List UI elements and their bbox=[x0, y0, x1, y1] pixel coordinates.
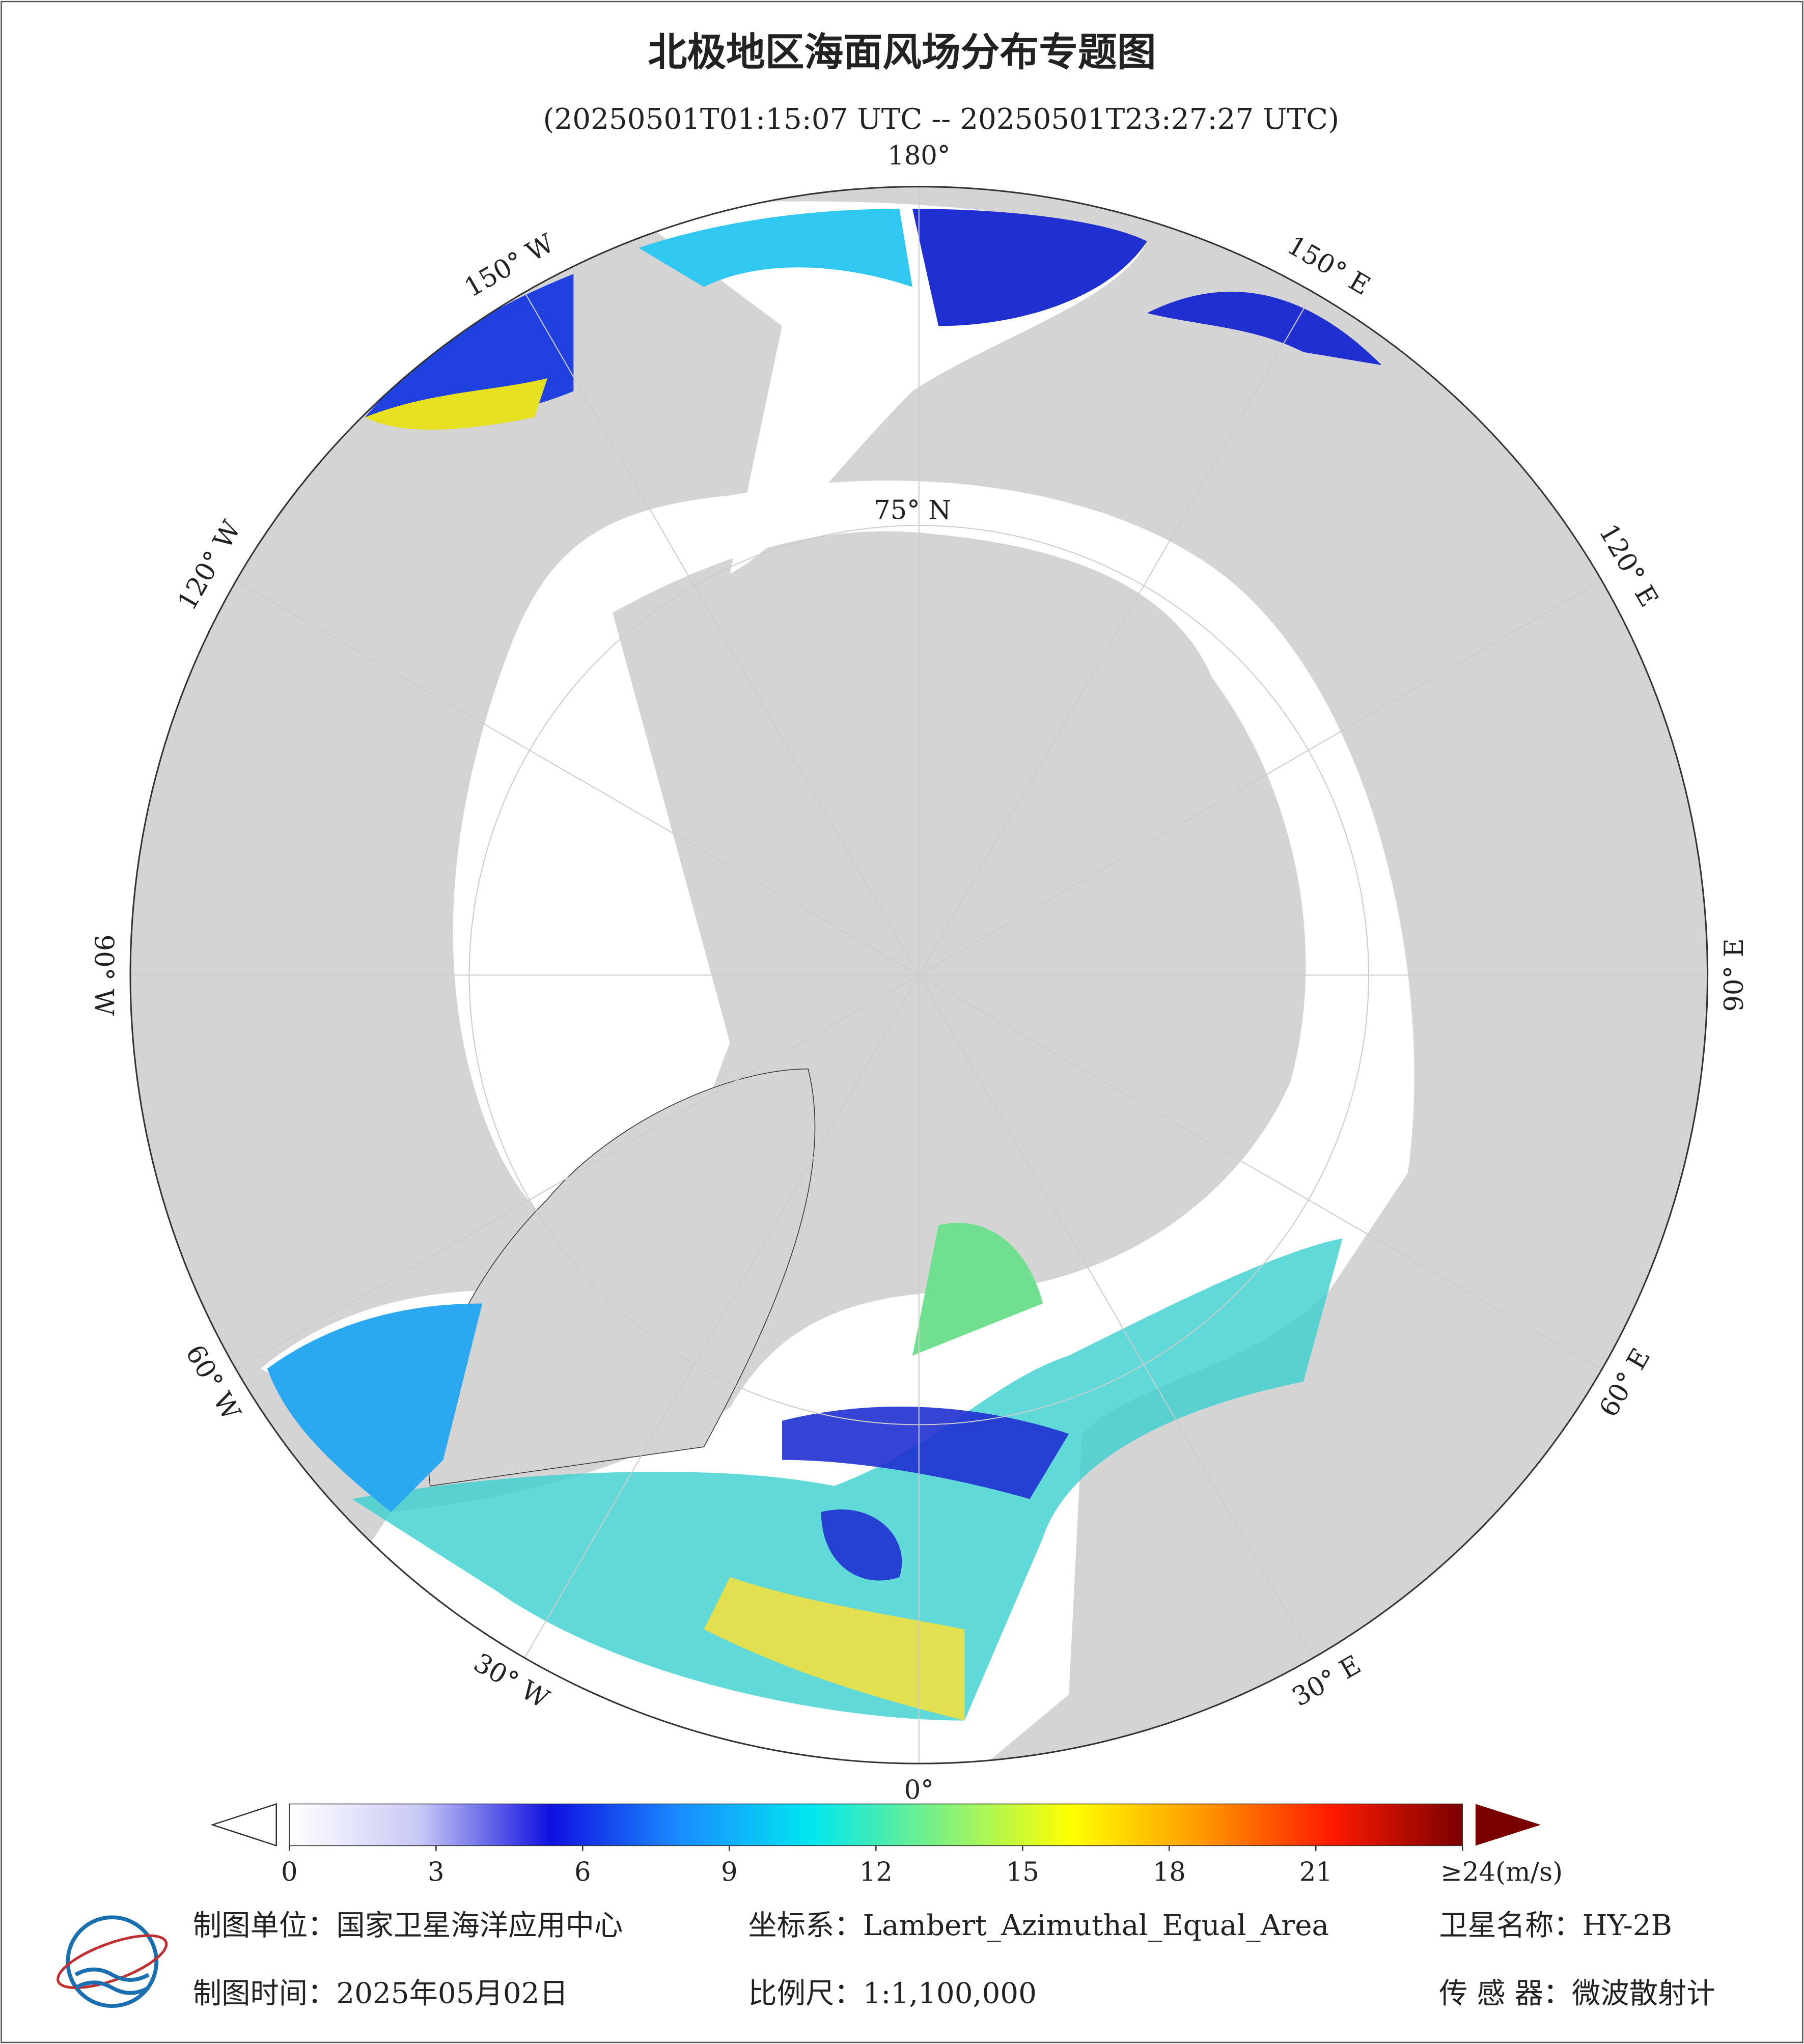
wind-field bbox=[267, 1303, 483, 1513]
colorbar-tick-label: 9 bbox=[721, 1857, 738, 1888]
map-border bbox=[129, 186, 1709, 1765]
colorbar: 0 3 6 9 12 15 18 21 ≥24(m/s) bbox=[210, 1803, 1563, 1888]
parallel-label: 75° N bbox=[874, 495, 951, 526]
meridian bbox=[235, 580, 920, 976]
map bbox=[130, 186, 1708, 1764]
colorbar-tick-label: ≥24(m/s) bbox=[1440, 1857, 1563, 1888]
subtitle: (20250501T01:15:07 UTC -- 20250501T23:27… bbox=[543, 103, 1340, 136]
colorbar-tick-label: 3 bbox=[428, 1857, 445, 1888]
meridian bbox=[918, 292, 1314, 975]
wind-field bbox=[782, 1406, 1069, 1581]
footer-date: 制图时间：2025年05月02日 bbox=[193, 1977, 568, 2010]
wind-field bbox=[352, 1238, 1343, 1721]
wind-field bbox=[1147, 291, 1382, 366]
meridian bbox=[918, 974, 1314, 1659]
footer-crs: 坐标系：Lambert_Azimuthal_Equal_Area bbox=[748, 1909, 1329, 1942]
colorbar-under bbox=[210, 1803, 277, 1847]
colorbar-tick-label: 6 bbox=[574, 1857, 591, 1888]
meridian-label: 180° bbox=[887, 141, 950, 171]
footer-scale: 比例尺：1:1,100,000 bbox=[748, 1977, 1037, 2010]
meridian bbox=[919, 974, 1602, 1370]
colorbar-tick-label: 18 bbox=[1153, 1857, 1186, 1888]
colorbar-body bbox=[289, 1803, 1463, 1846]
meridian bbox=[524, 292, 920, 975]
greenland bbox=[428, 1068, 816, 1487]
meridian bbox=[235, 974, 920, 1370]
footer-unit: 制图单位：国家卫星海洋应用中心 bbox=[193, 1909, 623, 1942]
footer-sensor: 传 感 器：微波散射计 bbox=[1439, 1977, 1715, 2010]
graticule bbox=[130, 186, 1708, 1764]
wind-field bbox=[365, 378, 548, 430]
colorbar-over bbox=[1475, 1804, 1541, 1846]
logo bbox=[57, 1915, 168, 2008]
meridian bbox=[524, 974, 920, 1659]
wind-field bbox=[912, 1222, 1043, 1356]
title: 北极地区海面风场分布专题图 bbox=[648, 30, 1156, 75]
meridian-label: 90° E bbox=[1719, 938, 1750, 1012]
wind-field bbox=[912, 209, 1147, 326]
wind-field bbox=[639, 209, 912, 287]
colorbar-tick-label: 21 bbox=[1299, 1857, 1333, 1888]
colorbar-tick-label: 0 bbox=[281, 1857, 298, 1888]
colorbar-tick-label: 12 bbox=[859, 1857, 893, 1888]
meridian-label: 0° bbox=[904, 1775, 934, 1805]
meridian bbox=[919, 580, 1602, 976]
colorbar-tick-label: 15 bbox=[1006, 1857, 1039, 1888]
wind-field bbox=[704, 1577, 965, 1721]
parallel-75 bbox=[468, 525, 1369, 1425]
footer-satellite: 卫星名称：HY-2B bbox=[1439, 1909, 1672, 1942]
meridian-label: 90° W bbox=[89, 935, 119, 1016]
